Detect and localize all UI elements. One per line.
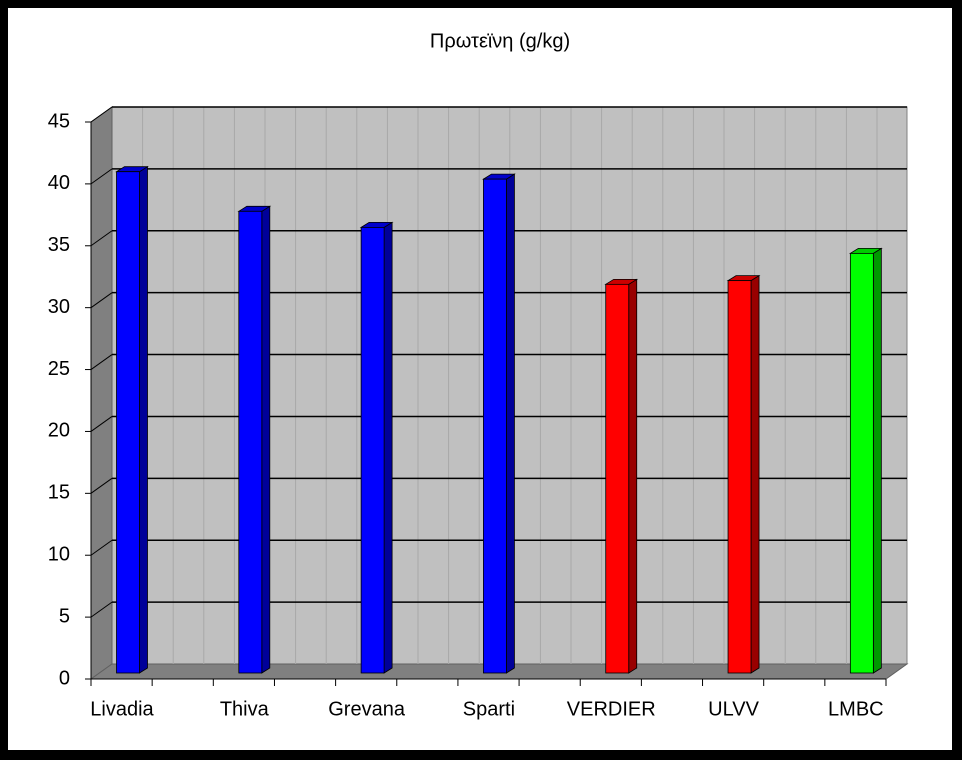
y-tick-label: 40 (48, 172, 70, 194)
bar-side (872, 247, 882, 674)
grid-line-side (90, 477, 113, 494)
grid-line-side (90, 106, 113, 123)
y-tick-label: 45 (48, 110, 70, 132)
x-tick-label: Sparti (463, 698, 515, 720)
grid-line-side (90, 230, 113, 247)
bar (360, 226, 385, 674)
bar (605, 283, 630, 674)
chart-title: Πρωτεϊνη (g/kg) (430, 30, 570, 52)
y-tick-label: 5 (59, 605, 70, 627)
y-tick-label: 35 (48, 234, 70, 256)
bar-side (628, 278, 638, 674)
side-wall (90, 106, 113, 680)
bar (238, 210, 263, 674)
bar-side (750, 274, 760, 674)
x-tick-label: ULVV (708, 698, 759, 720)
grid-line-side (90, 539, 113, 556)
bar-side (506, 173, 515, 674)
bar (483, 178, 507, 674)
bar (727, 280, 752, 674)
y-tick-label: 20 (48, 420, 70, 442)
y-tick-label: 25 (48, 358, 70, 380)
x-tick-label: Livadia (90, 698, 154, 720)
bar-side (383, 221, 393, 674)
bar-side (139, 165, 148, 674)
x-tick-label: Thiva (220, 698, 270, 720)
y-tick-label: 30 (48, 296, 70, 318)
grid-line-side (90, 416, 113, 432)
y-tick-label: 15 (48, 482, 70, 504)
bar (849, 252, 874, 674)
bar (116, 171, 140, 674)
x-tick-label: Grevana (328, 698, 406, 720)
x-tick-label: LMBC (828, 698, 884, 720)
x-tick-label: VERDIER (567, 698, 656, 720)
y-tick-label: 0 (59, 667, 70, 689)
y-tick-label: 10 (48, 544, 70, 566)
grid-line-side (90, 292, 113, 309)
grid-line-side (90, 354, 113, 370)
grid-line-side (90, 601, 113, 618)
bar-side (261, 205, 271, 674)
grid-line-side (90, 168, 113, 185)
